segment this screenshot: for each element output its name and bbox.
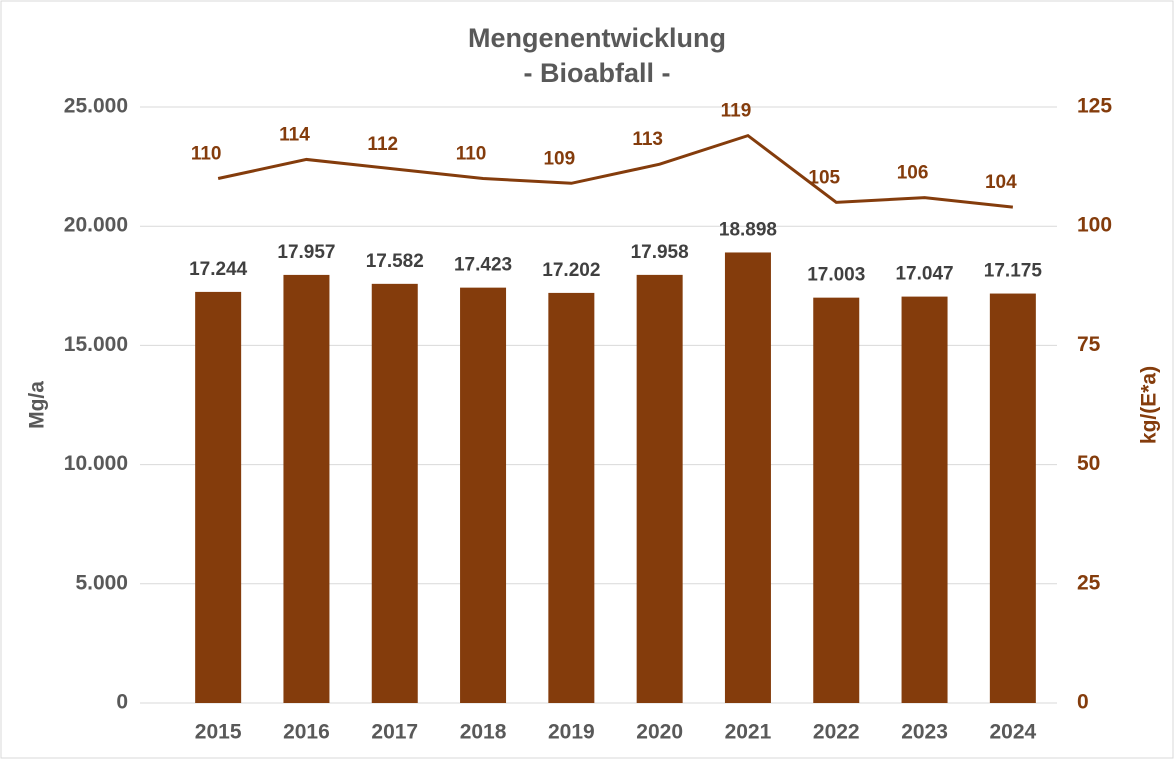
line-value-label: 114 [279, 124, 310, 145]
line-value-label: 110 [191, 144, 222, 165]
bar [460, 287, 507, 703]
bar [548, 292, 595, 703]
bar [371, 283, 418, 703]
x-tick-label: 2022 [813, 721, 860, 744]
y2-tick-label: 25 [1077, 571, 1101, 594]
bar [989, 293, 1036, 703]
x-tick-label: 2018 [460, 721, 507, 744]
line-value-label: 105 [808, 167, 840, 188]
chart-subtitle: - Bioabfall - [524, 58, 671, 88]
bar-value-label: 17.423 [454, 255, 512, 276]
bar [813, 297, 860, 703]
line-value-label: 110 [456, 144, 487, 165]
line-value-label: 106 [897, 163, 929, 184]
y2-tick-label: 125 [1077, 95, 1112, 118]
line-value-label: 112 [367, 134, 398, 155]
y2-tick-label: 100 [1077, 214, 1112, 237]
bar-value-label: 17.958 [631, 242, 689, 263]
bar-value-label: 17.202 [542, 260, 600, 281]
bar-value-label: 17.047 [895, 264, 953, 285]
bar [901, 296, 948, 703]
bar-value-label: 17.003 [807, 265, 865, 286]
bar [724, 252, 771, 703]
y-tick-label: 20.000 [64, 214, 128, 237]
line-value-label: 119 [721, 101, 752, 122]
x-tick-label: 2023 [901, 721, 948, 744]
y-tick-label: 25.000 [64, 95, 128, 118]
y-tick-label: 5.000 [75, 571, 128, 594]
y2-axis-label: kg/(E*a) [1138, 366, 1161, 444]
bar-value-label: 17.582 [366, 251, 424, 272]
line-value-label: 104 [985, 172, 1017, 193]
bar [636, 274, 683, 703]
y-tick-label: 10.000 [64, 452, 128, 475]
y-tick-label: 15.000 [64, 333, 128, 356]
chart-title: Mengenentwicklung [468, 23, 726, 53]
line-value-label: 113 [632, 129, 663, 150]
y2-tick-label: 50 [1077, 452, 1100, 475]
y-tick-label: 0 [116, 691, 128, 714]
x-tick-label: 2024 [989, 721, 1036, 744]
bar [195, 291, 242, 703]
x-tick-label: 2015 [195, 721, 242, 744]
x-tick-label: 2020 [636, 721, 683, 744]
x-tick-label: 2021 [725, 721, 772, 744]
x-tick-label: 2017 [371, 721, 418, 744]
bar-value-label: 17.957 [277, 242, 335, 263]
x-tick-label: 2019 [548, 721, 595, 744]
y-axis-label: Mg/a [26, 381, 49, 429]
y2-tick-label: 75 [1077, 333, 1101, 356]
bar-value-label: 17.175 [984, 261, 1043, 282]
line [217, 133, 1014, 209]
y2-tick-label: 0 [1077, 691, 1089, 714]
bar-value-label: 18.898 [719, 219, 777, 240]
bar [283, 274, 330, 703]
bar-value-label: 17.244 [189, 259, 248, 280]
line-value-label: 109 [543, 148, 575, 169]
x-tick-label: 2016 [283, 721, 330, 744]
